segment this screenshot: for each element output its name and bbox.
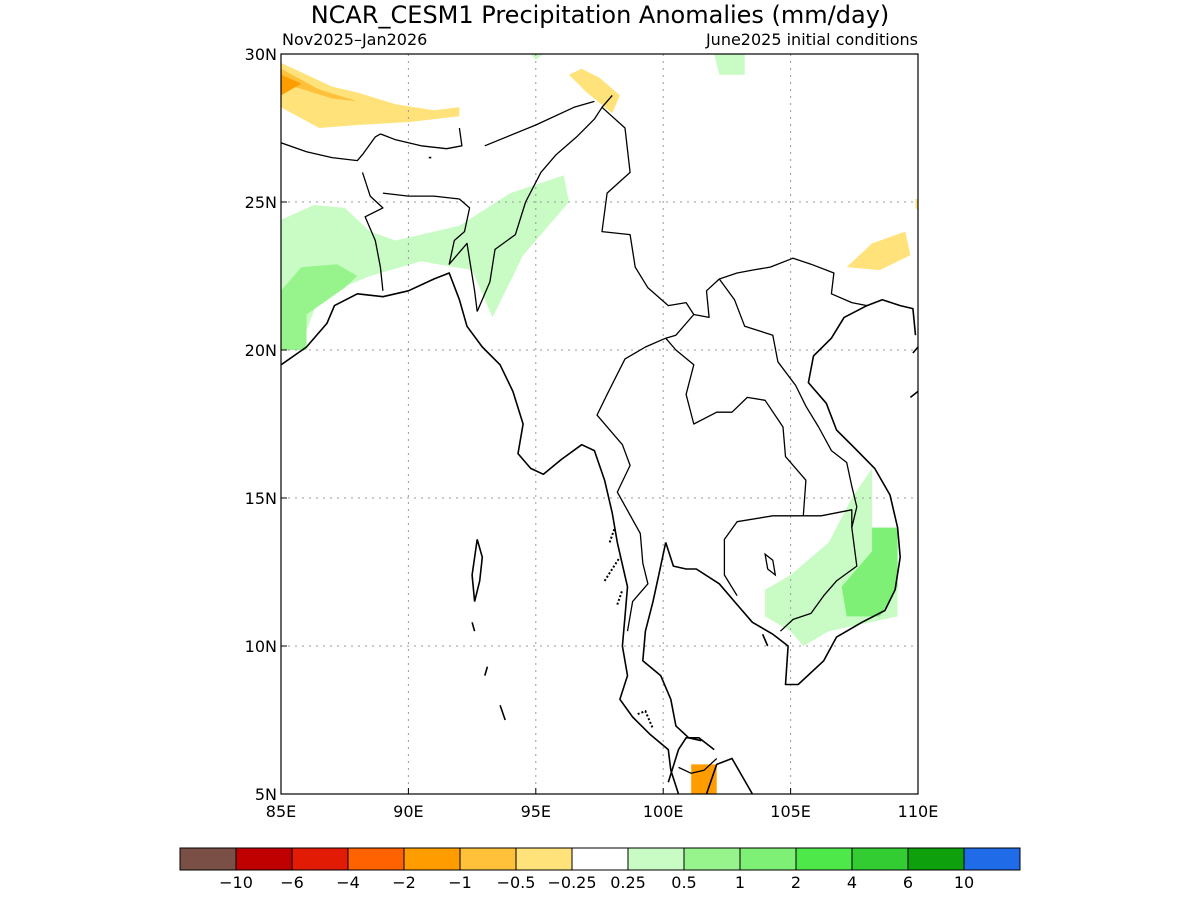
country-border — [693, 257, 868, 319]
colorbar-swatch — [235, 847, 293, 871]
anomaly-region-tibet-wet-n — [530, 54, 544, 60]
country-border — [484, 100, 595, 147]
anomaly-region-east-edge-dry — [915, 199, 918, 211]
lon-tick-label: 95E — [521, 802, 551, 821]
colorbar-swatch — [403, 847, 461, 871]
map-title: NCAR_CESM1 Precipitation Anomalies (mm/d… — [311, 1, 890, 29]
country-border — [380, 127, 463, 150]
colorbar-label: 6 — [903, 873, 913, 892]
initial-conditions-label: June2025 initial conditions — [705, 30, 918, 49]
colorbar-label: −4 — [336, 873, 360, 892]
axis-labels: 85E 90E 95E 100E 105E 110E 30N 25N 20N 15N 10N 5N — [245, 45, 939, 821]
anomaly-region-china-wet-n — [714, 54, 745, 75]
island-outline — [761, 633, 769, 647]
island-outline — [484, 666, 489, 676]
colorbar-swatch — [627, 847, 685, 871]
coastline — [705, 757, 754, 794]
country-border — [476, 94, 613, 312]
country-border — [596, 337, 666, 632]
anomaly-region-vietnam-wet-core — [841, 527, 898, 617]
island-outline — [471, 539, 484, 602]
coastline — [664, 298, 917, 686]
colorbar-label: 1 — [735, 873, 745, 892]
colorbar-label: −2 — [392, 873, 416, 892]
colorbar-swatch — [851, 847, 909, 871]
lon-tick-label: 90E — [393, 802, 423, 821]
lat-tick-label: 10N — [245, 637, 277, 656]
colorbar-label: −1 — [448, 873, 472, 892]
colorbar-label: −0.5 — [497, 873, 536, 892]
country-border — [281, 133, 381, 162]
lat-tick-label: 25N — [245, 193, 277, 212]
colorbar-swatch — [291, 847, 349, 871]
lat-tick-label: 30N — [245, 45, 277, 64]
colorbar-swatch — [795, 847, 853, 871]
archipelago-outline — [603, 556, 621, 582]
colorbar-label: 0.25 — [610, 873, 646, 892]
coastline — [641, 542, 702, 742]
colorbar-label: 2 — [791, 873, 801, 892]
colorbar-swatch — [571, 847, 629, 871]
colorbar-label: 10 — [954, 873, 974, 892]
colorbar-label: −6 — [280, 873, 304, 892]
coastline-border-layer — [281, 94, 918, 794]
country-border — [601, 106, 695, 339]
anomaly-region-nw-corner-dry — [281, 74, 302, 96]
country-border — [718, 278, 858, 528]
lat-tick-label: 15N — [245, 489, 277, 508]
lat-tick-label: 20N — [245, 341, 277, 360]
lon-tick-label: 105E — [770, 802, 811, 821]
lon-tick-label: 85E — [266, 802, 296, 821]
archipelago-outline — [637, 709, 654, 730]
plot-frame — [280, 53, 919, 795]
archipelago-outline — [616, 589, 624, 605]
island-outline — [471, 622, 476, 632]
island-outline — [499, 704, 506, 721]
coastline — [281, 272, 680, 794]
colorbar-swatch — [347, 847, 405, 871]
anomaly-region-malay-dry — [691, 764, 717, 794]
colorbar-swatch — [907, 847, 965, 871]
coastline — [667, 736, 715, 783]
lake-outline — [764, 552, 777, 577]
colorbar-swatch — [515, 847, 573, 871]
colorbar-swatch — [459, 847, 517, 871]
colorbar-swatch — [963, 847, 1021, 871]
coastline — [909, 390, 918, 399]
forecast-period-label: Nov2025–Jan2026 — [282, 30, 427, 49]
colorbar-swatch — [739, 847, 797, 871]
archipelago-outline — [608, 527, 616, 543]
country-border — [779, 509, 858, 632]
country-border — [678, 758, 718, 774]
country-border — [382, 192, 478, 312]
anomaly-region-bengal-wet — [281, 175, 569, 350]
colorbar-label: −0.25 — [547, 873, 596, 892]
lat-tick-label: 5N — [255, 785, 277, 804]
lon-tick-label: 100E — [643, 802, 684, 821]
colorbar-label: 0.5 — [671, 873, 696, 892]
colorbar-swatch — [683, 847, 741, 871]
anomaly-region-se-china-dry — [846, 231, 911, 271]
country-border — [665, 337, 807, 597]
coastline — [912, 346, 918, 354]
lon-tick-label: 110E — [898, 802, 939, 821]
anomaly-shading-layer — [281, 54, 918, 794]
colorbar-label: 4 — [847, 873, 857, 892]
anomaly-region-himalaya-dry — [281, 62, 460, 128]
colorbar-legend: −10 −6 −4 −2 −1 −0.5 −0.25 0.25 0.5 1 2 4 6 10 — [179, 847, 1021, 892]
country-border — [361, 172, 384, 291]
colorbar-label: −10 — [219, 873, 253, 892]
colorbar-swatch — [179, 847, 237, 871]
gridlines — [281, 54, 918, 794]
anomaly-region-bengal-wet-core — [281, 264, 358, 350]
